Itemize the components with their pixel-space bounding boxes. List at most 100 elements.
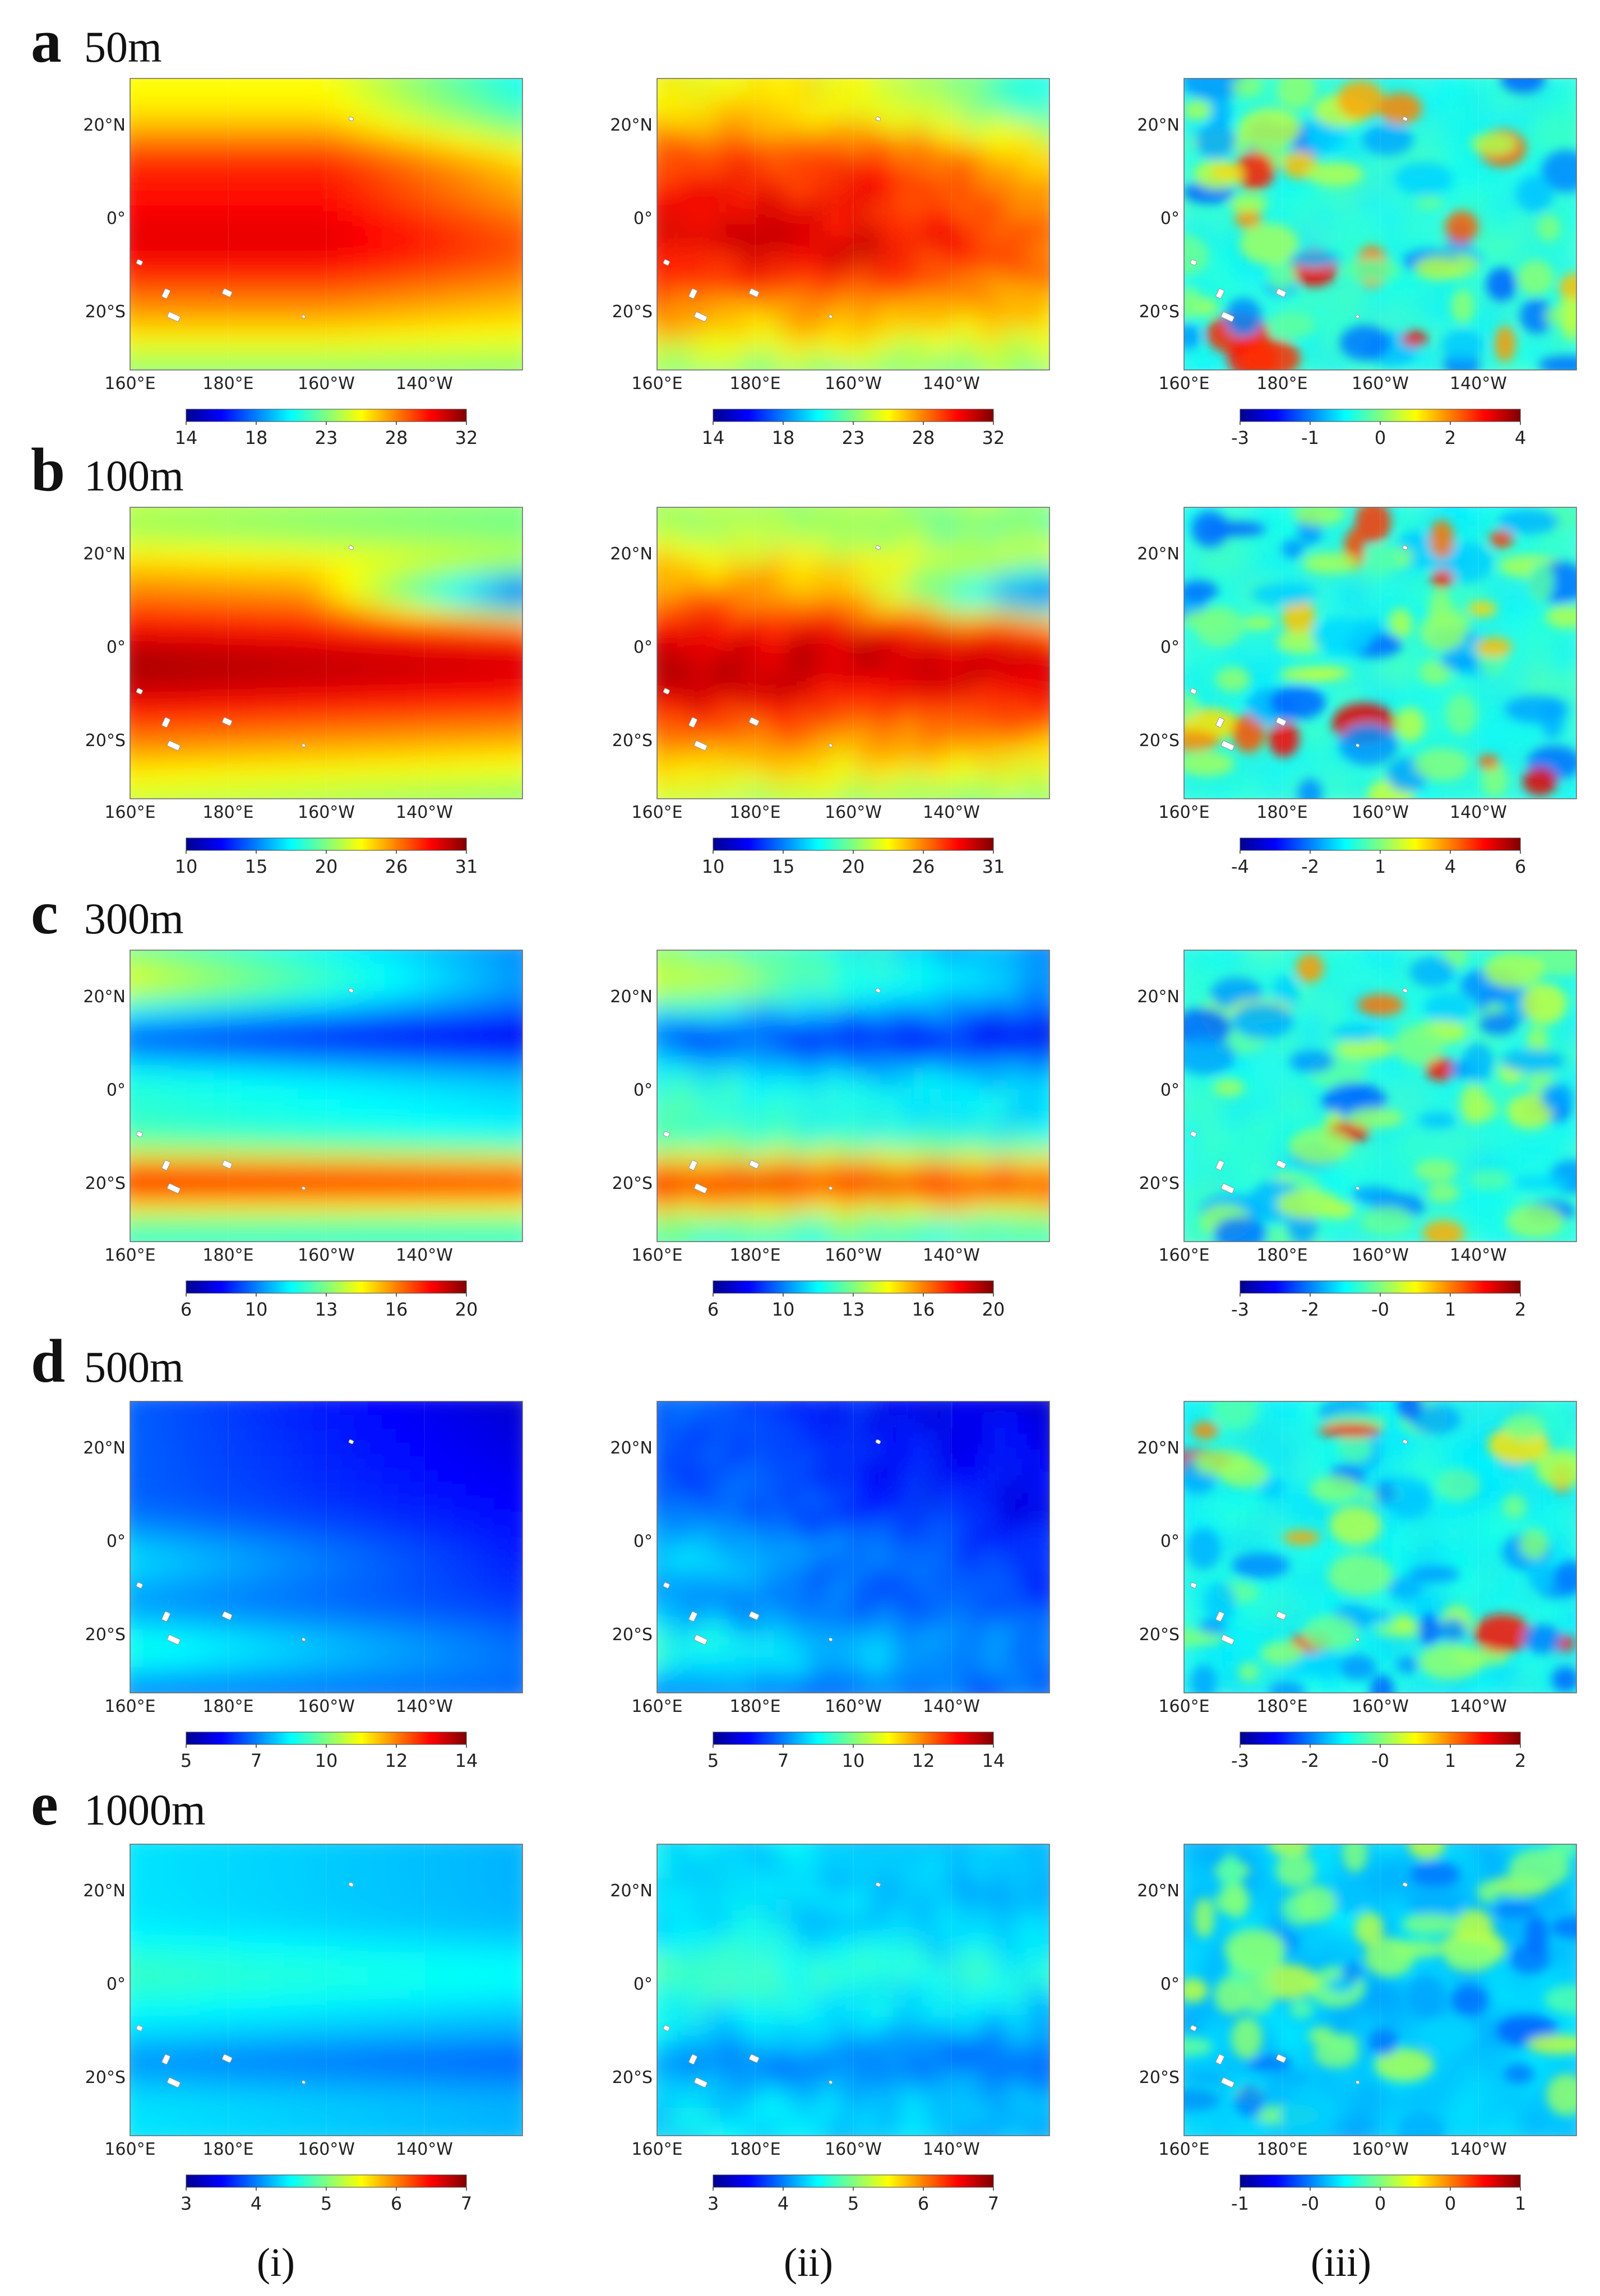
lat-tick-label: 20°N	[1137, 544, 1180, 564]
panel-c-1: 20°N 0° 20°S 160°E 180°E 160°W 140°W 6 10 13 16 20	[83, 950, 523, 1320]
colorbar-tick-label: 28	[385, 427, 408, 448]
colorbar-tick-label: -4	[1231, 856, 1249, 877]
colorbar-tick-label: 15	[772, 856, 795, 877]
map-field	[1184, 507, 1576, 799]
lon-tick-label: 160°E	[1158, 1697, 1209, 1716]
colorbar-tick-label: 6	[707, 1299, 719, 1320]
lat-tick-label: 20°S	[612, 1625, 653, 1645]
colorbar-tick-label: 26	[912, 856, 935, 877]
panel-e-2: 20°N 0° 20°S 160°E 180°E 160°W 140°W 3 4 5 6 7	[610, 1844, 1050, 2214]
map-field	[1184, 1401, 1576, 1693]
colorbar-tick-label: 13	[842, 1299, 865, 1320]
lat-tick-label: 20°N	[1137, 1438, 1180, 1458]
colorbar-tick-label: 12	[385, 1750, 408, 1771]
lon-tick-label: 160°E	[1158, 1246, 1209, 1265]
colorbar-tick-label: 31	[982, 856, 1005, 877]
panel-a-3: 20°N 0° 20°S 160°E 180°E 160°W 140°W -3 -1 0 2 4	[1137, 78, 1577, 448]
colorbar-tick-label: 5	[181, 1750, 192, 1771]
lon-tick-label: 140°W	[1450, 1246, 1507, 1265]
colorbar-tick-label: 7	[778, 1750, 789, 1771]
colorbar-tick-label: 4	[1515, 427, 1526, 448]
map-frame	[656, 507, 1050, 799]
lat-tick-label: 20°N	[610, 544, 653, 564]
colorbar-tick-label: 4	[778, 2193, 789, 2214]
lat-tick-label: 20°N	[83, 544, 126, 564]
lon-tick-label: 160°W	[1352, 374, 1409, 394]
colorbar-tick-label: 23	[842, 427, 865, 448]
column-label: (i)	[257, 2240, 295, 2285]
islands	[663, 545, 881, 751]
lon-tick-label: 180°E	[729, 803, 780, 822]
lon-tick-label: 180°E	[202, 1697, 253, 1716]
panel-d-3: 20°N 0° 20°S 160°E 180°E 160°W 140°W -3 -2 -0 1 2	[1137, 1401, 1577, 1771]
colorbar-tick-label: 20	[982, 1299, 1005, 1320]
colorbar-tick-label: 5	[707, 1750, 719, 1771]
lon-tick-label: 160°W	[825, 1697, 882, 1716]
islands	[663, 116, 881, 322]
colorbar-tick-label: 10	[702, 856, 725, 877]
islands	[1190, 1882, 1408, 2088]
colorbar-tick-label: 32	[982, 427, 1005, 448]
lon-tick-label: 160°E	[631, 1246, 682, 1265]
row-depth: 50m	[84, 22, 162, 71]
lat-tick-label: 20°S	[612, 1174, 653, 1193]
lon-tick-label: 140°W	[923, 1246, 980, 1265]
panel-e-1: 20°N 0° 20°S 160°E 180°E 160°W 140°W 3 4 5 6 7	[83, 1844, 523, 2214]
lon-tick-label: 180°E	[1256, 1246, 1307, 1265]
colorbar-tick-label: 1	[1375, 856, 1386, 877]
colorbar-tick-label: 10	[772, 1299, 795, 1320]
colorbar-tick-label: 10	[842, 1750, 865, 1771]
row-depth: 300m	[84, 894, 184, 943]
colorbar-tick-label: 3	[181, 2193, 192, 2214]
lat-tick-label: 0°	[1160, 209, 1180, 229]
colorbar-tick-label: -0	[1371, 1299, 1389, 1320]
colorbar-tick-label: -3	[1231, 1299, 1249, 1320]
map-field	[657, 1844, 1049, 2136]
lat-tick-label: 0°	[1160, 1081, 1180, 1100]
map-field	[130, 1844, 522, 2136]
colorbar-tick-label: 20	[842, 856, 865, 877]
lat-tick-label: 20°S	[85, 1174, 126, 1193]
lat-tick-label: 0°	[107, 1081, 126, 1100]
lat-tick-label: 20°S	[612, 2068, 653, 2087]
lon-tick-label: 140°W	[396, 1246, 453, 1265]
lat-tick-label: 20°N	[610, 1881, 653, 1901]
map-frame	[656, 1844, 1050, 2136]
colorbar	[186, 409, 467, 422]
colorbar-tick-label: 6	[918, 2193, 929, 2214]
lon-tick-label: 160°E	[104, 1246, 155, 1265]
lon-tick-label: 160°E	[631, 1697, 682, 1716]
lat-tick-label: 20°N	[83, 115, 126, 135]
lon-tick-label: 160°E	[104, 374, 155, 394]
colorbar-tick-label: 1	[1445, 1299, 1456, 1320]
map-frame	[656, 78, 1050, 371]
colorbar-tick-label: 31	[455, 856, 478, 877]
colorbar	[1240, 2174, 1521, 2188]
map-field	[657, 1401, 1049, 1693]
lon-tick-label: 140°W	[923, 1697, 980, 1716]
colorbar-tick-label: 14	[702, 427, 725, 448]
lon-tick-label: 180°E	[1256, 2140, 1307, 2159]
lat-tick-label: 0°	[107, 638, 126, 658]
colorbar-tick-label: 32	[455, 427, 478, 448]
lat-tick-label: 20°S	[1139, 1174, 1180, 1193]
colorbar-tick-label: 0	[1445, 2193, 1456, 2214]
row-letter: a	[31, 7, 62, 75]
colorbar	[713, 2174, 994, 2188]
map-field	[657, 507, 1049, 799]
lon-tick-label: 160°W	[825, 374, 882, 394]
map-frame	[656, 950, 1050, 1242]
map-frame	[130, 1401, 523, 1693]
lat-tick-label: 20°N	[83, 1881, 126, 1901]
lon-tick-label: 160°W	[1352, 803, 1409, 822]
lat-tick-label: 0°	[1160, 638, 1180, 658]
lat-tick-label: 20°N	[610, 1438, 653, 1458]
islands	[1190, 116, 1408, 322]
lat-tick-label: 0°	[1160, 1532, 1180, 1552]
lon-tick-label: 180°E	[202, 1246, 253, 1265]
lon-tick-label: 180°E	[202, 374, 253, 394]
map-field	[1184, 1844, 1576, 2136]
